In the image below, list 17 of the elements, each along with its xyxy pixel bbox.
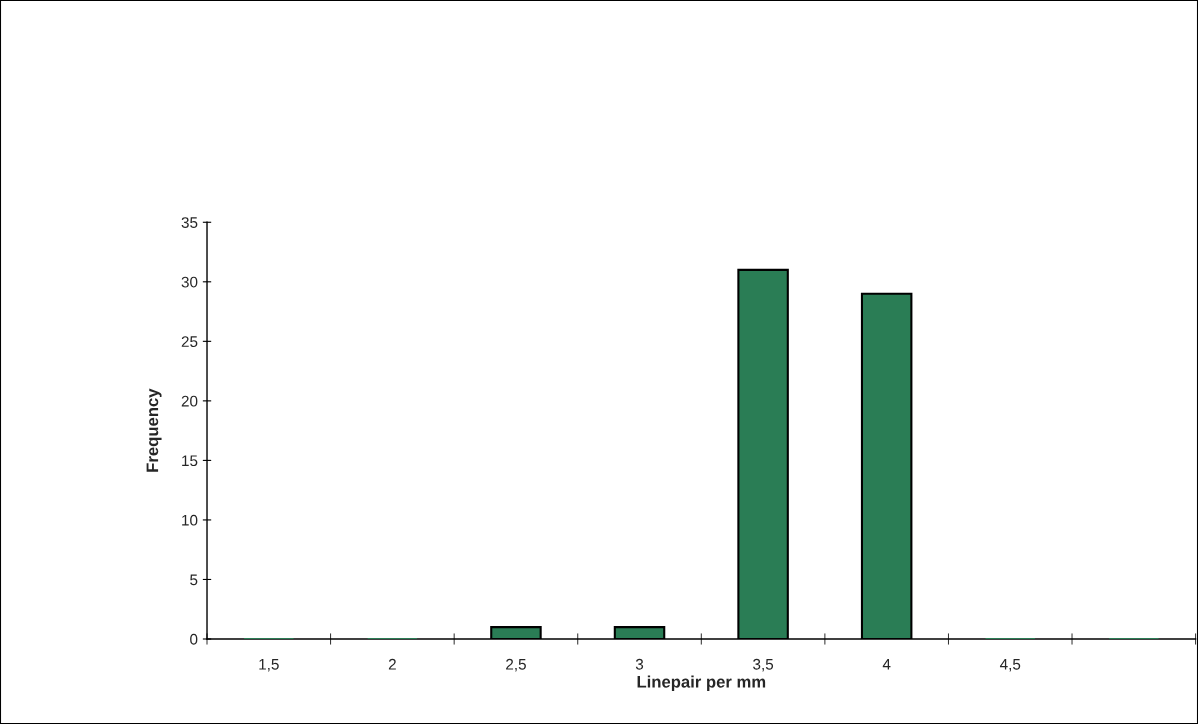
x-tick-label: 4 [882,659,891,670]
x-tick-label: 3,5 [753,658,774,672]
y-tick-label: 5 [190,574,198,586]
y-axis-title: Frequency [146,388,162,472]
x-tick-label: 4,5 [999,659,1021,672]
x-tick-label: 2,5 [506,658,526,672]
y-tick-label: 0 [190,633,198,645]
y-tick-label: 10 [182,514,198,526]
y-tick-label: 15 [182,455,198,467]
y-tick-label: 35 [181,217,198,228]
y-tick-label: 30 [181,276,198,288]
x-axis-title: Linepair per mm [637,675,766,691]
x-tick-label: 3 [635,658,644,670]
x-tick-label: 2 [388,658,396,670]
y-tick-label: 20 [181,395,198,407]
x-tick-label: 1,5 [259,659,279,672]
y-tick-label: 25 [181,336,198,348]
